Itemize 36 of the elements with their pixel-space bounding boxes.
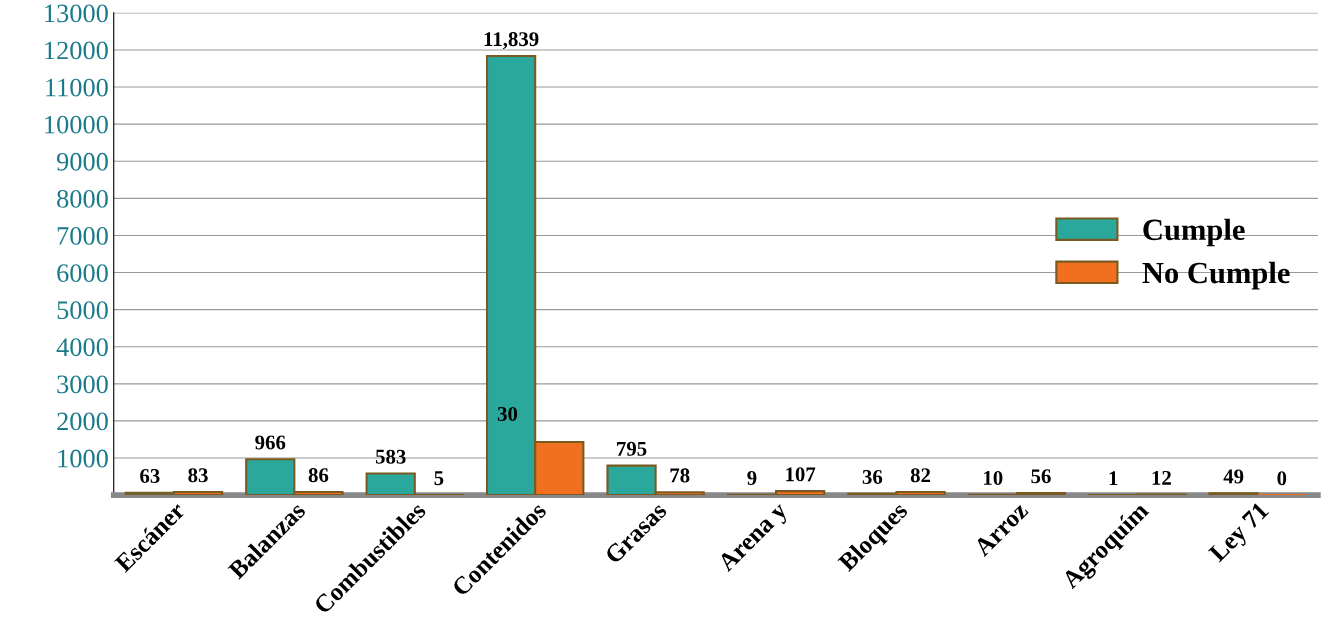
- data-label: 107: [786, 467, 816, 482]
- data-label: 5: [434, 471, 444, 486]
- y-tick-label: 3000: [57, 375, 108, 394]
- y-tick-label: 11000: [46, 78, 108, 97]
- data-label: 966: [255, 435, 286, 450]
- data-label: 1: [1109, 471, 1118, 486]
- data-label: 56: [1031, 469, 1051, 484]
- data-label: 583: [375, 449, 406, 464]
- data-label: 63: [140, 468, 160, 483]
- data-label: 86: [308, 468, 329, 483]
- data-label: 36: [862, 469, 883, 484]
- data-label: 11,839: [484, 32, 539, 50]
- data-label: 83: [188, 468, 208, 483]
- data-label: 49: [1223, 469, 1244, 484]
- y-tick-label: 13000: [45, 4, 108, 23]
- y-tick-label: 6000: [57, 264, 108, 282]
- legend-label: Cumple: [1143, 218, 1245, 247]
- y-tick-label: 10000: [45, 115, 108, 134]
- annotation: 30: [497, 406, 518, 421]
- data-label: 78: [670, 468, 690, 483]
- y-tick-label: 5000: [57, 301, 108, 320]
- data-label: 82: [910, 468, 931, 483]
- data-label: 0: [1277, 471, 1287, 486]
- y-tick-label: 7000: [57, 227, 108, 245]
- y-tick-label: 2000: [57, 412, 108, 431]
- data-label: 12: [1152, 470, 1171, 485]
- data-label: 9: [747, 470, 757, 485]
- y-tick-label: 9000: [56, 152, 108, 171]
- y-tick-label: 4000: [56, 338, 108, 357]
- data-label: 10: [984, 470, 1003, 485]
- legend-label: No Cumple: [1142, 261, 1290, 290]
- y-tick-label: 12000: [45, 41, 108, 60]
- data-label: 795: [617, 441, 647, 456]
- y-tick-label: 1000: [58, 449, 108, 468]
- y-tick-label: 8000: [57, 189, 108, 208]
- x-tick-label: Ley 71: [1207, 501, 1273, 567]
